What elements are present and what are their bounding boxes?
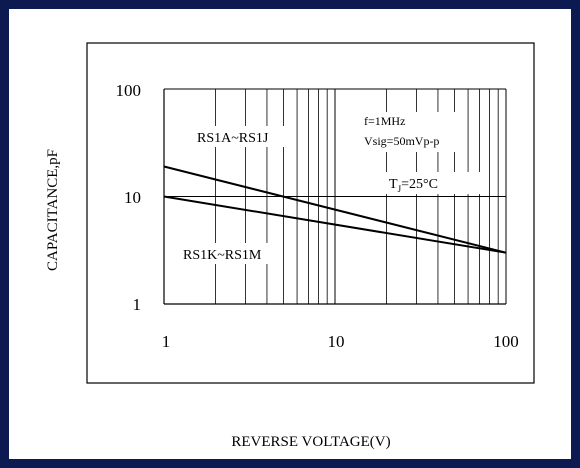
temperature-backing xyxy=(386,172,480,194)
outer-chart-box xyxy=(86,42,535,384)
temperature-subscript: J xyxy=(398,184,402,194)
series-label-a-backing xyxy=(195,126,285,147)
x-tick-label-10: 10 xyxy=(328,332,345,351)
temperature-symbol: T xyxy=(389,177,398,192)
y-tick-label-10: 10 xyxy=(124,188,141,207)
y-axis-title: CAPACITANCE,pF xyxy=(45,149,61,271)
x-axis-title: REVERSE VOLTAGE(V) xyxy=(231,434,390,450)
series-label-k-backing xyxy=(180,243,276,264)
temperature-value: =25°C xyxy=(401,177,438,192)
series-line-rs1k-rs1m xyxy=(163,195,507,254)
x-tick-label-100: 100 xyxy=(493,332,519,351)
y-tick-label-1: 1 xyxy=(133,295,142,314)
y-tick-label-100: 100 xyxy=(116,81,142,100)
frequency-annotation: f=1MHz xyxy=(364,114,405,128)
series-line-rs1a-rs1j xyxy=(163,165,507,254)
temperature-annotation: TJ=25°C xyxy=(389,177,438,194)
series-lines xyxy=(163,165,507,254)
series-label-rs1k-rs1m: RS1K~RS1M xyxy=(183,248,262,263)
vsig-annotation: Vsig=50mVp-p xyxy=(364,134,439,148)
conditions-backing xyxy=(360,112,465,152)
series-label-rs1a-rs1j: RS1A~RS1J xyxy=(197,131,269,146)
x-tick-label-1: 1 xyxy=(162,332,171,351)
